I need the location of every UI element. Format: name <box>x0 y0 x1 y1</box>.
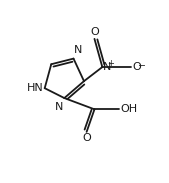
Text: N: N <box>74 45 82 55</box>
Text: N: N <box>55 102 64 112</box>
Text: O: O <box>90 27 99 38</box>
Text: O: O <box>82 133 91 143</box>
Text: +: + <box>107 59 114 68</box>
Text: O: O <box>132 62 141 72</box>
Text: N: N <box>103 62 111 72</box>
Text: −: − <box>138 60 146 69</box>
Text: OH: OH <box>121 104 138 114</box>
Text: HN: HN <box>27 83 44 93</box>
